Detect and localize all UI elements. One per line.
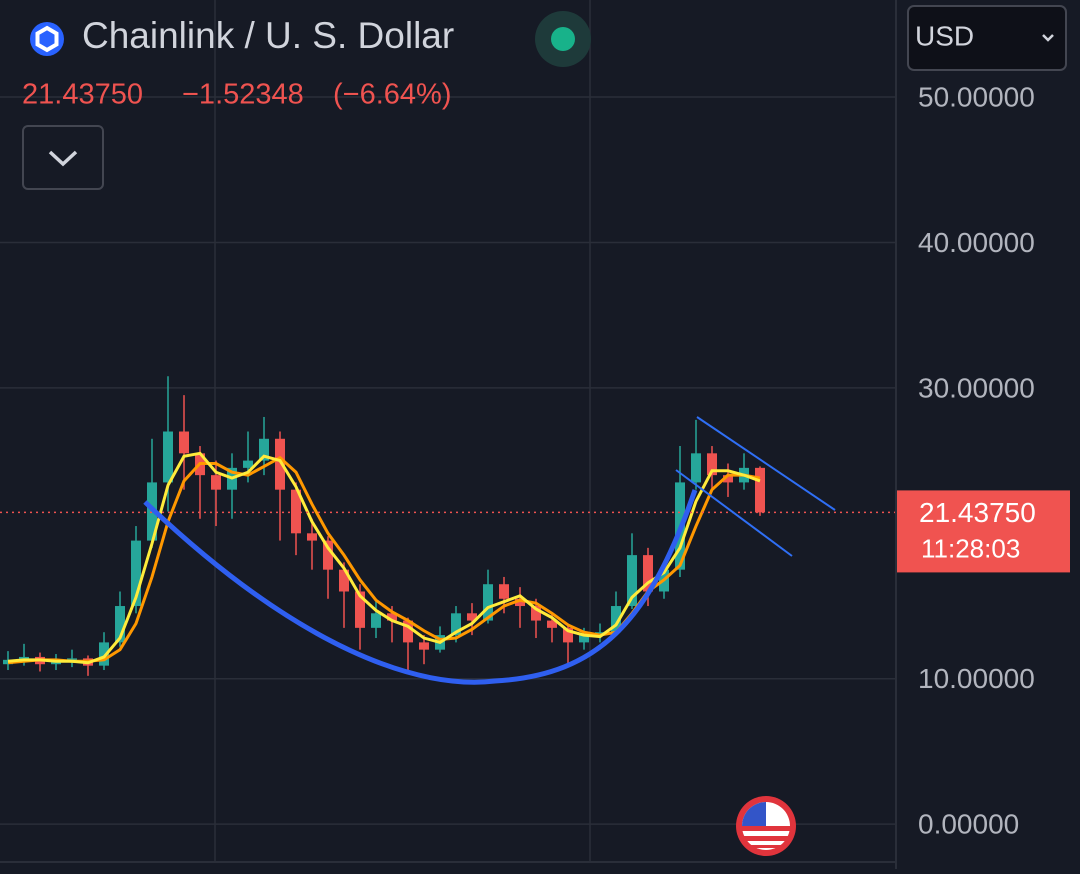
candle-body bbox=[563, 627, 573, 643]
coin-logo-hex bbox=[35, 25, 59, 53]
candle-body bbox=[323, 540, 333, 570]
candle-body bbox=[451, 613, 461, 636]
candle-body bbox=[371, 613, 381, 628]
currency-label: USD bbox=[915, 20, 974, 51]
channel-line bbox=[675, 469, 793, 557]
candle-body bbox=[579, 635, 589, 643]
candle-body bbox=[531, 606, 541, 621]
channel-line bbox=[696, 416, 836, 511]
moving-average-line bbox=[7, 451, 761, 665]
candle-body bbox=[467, 613, 477, 621]
market-status-dot bbox=[551, 27, 575, 51]
candle-body bbox=[211, 475, 221, 490]
candle-body bbox=[115, 606, 125, 643]
candle-body bbox=[307, 533, 317, 541]
currency-dropdown[interactable] bbox=[907, 5, 1067, 71]
candle-body bbox=[259, 438, 269, 461]
price-change-percent: (−6.64%) bbox=[333, 79, 451, 111]
y-tick-label: 10.00000 bbox=[918, 663, 1035, 694]
candle-body bbox=[419, 642, 429, 650]
candle-body bbox=[243, 460, 253, 468]
y-tick-label: 50.00000 bbox=[918, 81, 1035, 112]
dropdown-arrow bbox=[1042, 34, 1054, 42]
flag-stripes bbox=[742, 826, 790, 848]
candle-body bbox=[339, 569, 349, 592]
collapse-button[interactable] bbox=[22, 125, 104, 190]
bar-countdown: 11:28:03 bbox=[921, 533, 1020, 563]
candle-body bbox=[707, 453, 717, 476]
candle-body bbox=[99, 642, 109, 666]
y-tick-label: 0.00000 bbox=[918, 809, 1019, 840]
symbol-title: Chainlink / U. S. Dollar bbox=[82, 15, 454, 56]
candle-body bbox=[275, 438, 285, 490]
candle-body bbox=[163, 431, 173, 483]
candle-body bbox=[179, 431, 189, 454]
last-price: 21.43750 bbox=[22, 79, 143, 111]
price-change: −1.52348 bbox=[182, 79, 304, 111]
y-tick-label: 40.00000 bbox=[918, 227, 1035, 258]
y-axis: 0.00000 10.00000 30.00000 40.00000 50.00000 2… bbox=[897, 81, 1070, 840]
drawings bbox=[143, 416, 836, 685]
last-price-tag bbox=[897, 490, 1070, 573]
candle-body bbox=[691, 453, 701, 483]
candle-body bbox=[355, 591, 365, 628]
last-price-label: 21.43750 bbox=[919, 497, 1036, 528]
candle-body bbox=[547, 620, 557, 628]
cup-curve bbox=[143, 489, 698, 685]
coin-logo bbox=[30, 22, 64, 56]
chevron-icon bbox=[48, 150, 78, 167]
y-tick-label: 30.00000 bbox=[918, 372, 1035, 403]
candle-body bbox=[499, 584, 509, 599]
candle-body bbox=[131, 540, 141, 607]
candle-body bbox=[755, 467, 765, 513]
candle-body bbox=[723, 475, 733, 483]
candle-body bbox=[627, 555, 637, 607]
candle-body bbox=[515, 598, 525, 607]
candle-body bbox=[291, 489, 301, 534]
candle-body bbox=[483, 584, 493, 621]
candle-body bbox=[403, 620, 413, 643]
candle-body bbox=[611, 606, 621, 633]
candle-body bbox=[643, 555, 653, 592]
candle-body bbox=[387, 613, 397, 621]
grid bbox=[214, 0, 591, 862]
flag-canton bbox=[742, 802, 766, 826]
